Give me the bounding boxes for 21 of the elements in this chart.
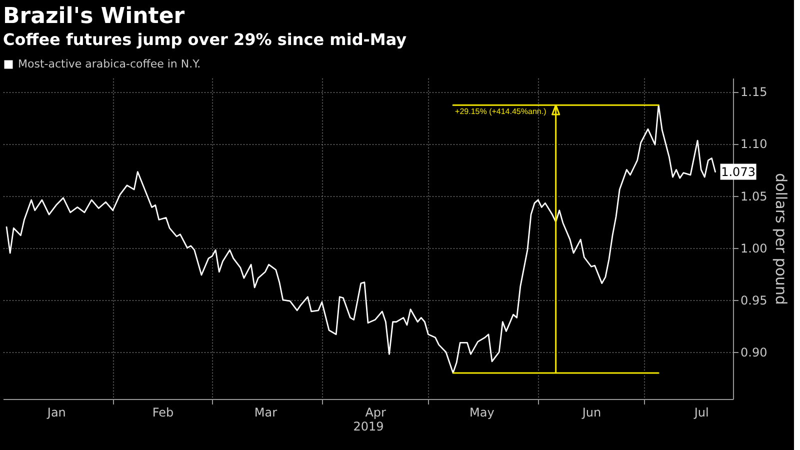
y-axis-title: dollars per pound: [772, 173, 790, 305]
y-tick-label: 0.90: [740, 346, 768, 360]
y-tick-label: 1.00: [740, 241, 768, 256]
x-tick-label: Mar: [254, 406, 278, 420]
x-tick-label: May: [469, 406, 494, 420]
y-tick-label: 1.05: [740, 189, 768, 204]
x-tick-label: Feb: [152, 406, 174, 420]
y-tick-label: 0.95: [740, 293, 768, 308]
x-tick-label: Jan: [46, 406, 66, 420]
x-tick-label: Jul: [693, 406, 709, 420]
y-tick-label: 1.10: [740, 137, 768, 152]
x-tick-label: Apr: [365, 406, 386, 420]
line-series: [6, 104, 716, 374]
data-label: 1.073: [721, 164, 756, 179]
annotation: +29.15% (+414.45%ann.): [455, 107, 547, 116]
x-axis-title: 2019: [353, 420, 384, 434]
chart-title: Brazil's Winter: [3, 4, 185, 29]
legend-label: Most-active arabica-coffee in N.Y.: [18, 58, 201, 70]
x-tick-label: Jun: [581, 406, 602, 420]
chart-subtitle: Coffee futures jump over 29% since mid-May: [3, 30, 408, 49]
y-tick-label: 1.15: [740, 85, 768, 100]
